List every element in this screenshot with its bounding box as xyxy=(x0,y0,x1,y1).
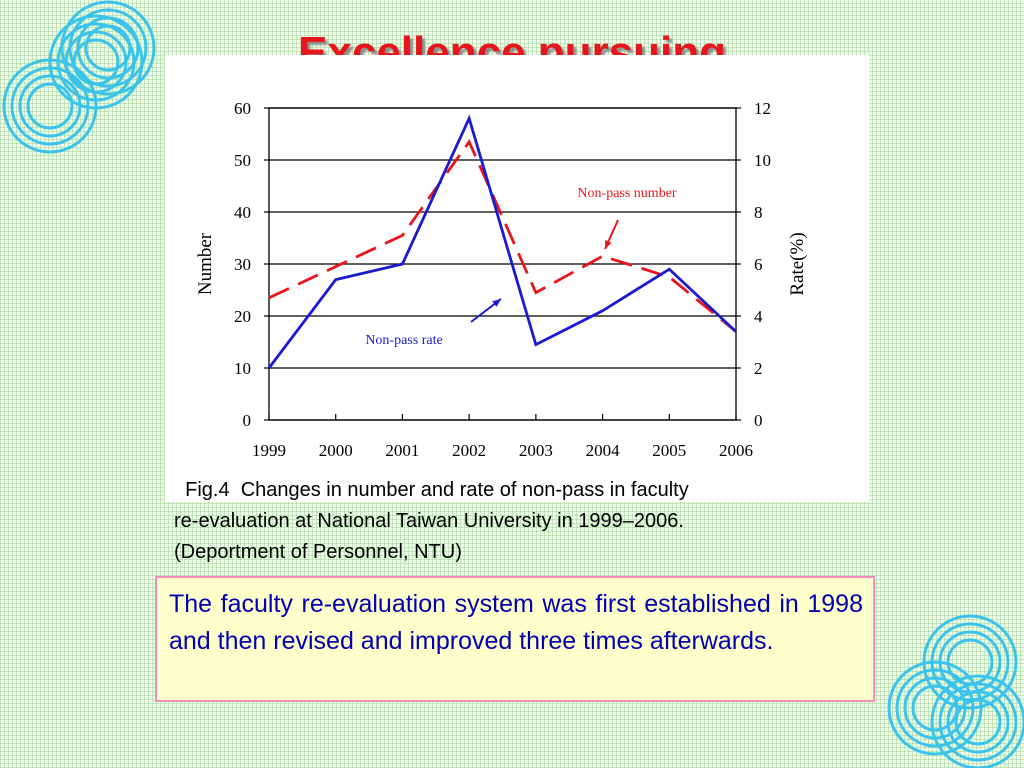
ring xyxy=(946,690,1010,754)
ring xyxy=(911,684,959,732)
x-tick-label: 2002 xyxy=(452,441,486,460)
y2-tick-label: 10 xyxy=(754,151,771,170)
chart-tick-labels: 0 10 20 30 40 50 60 0 2 4 6 8 10 12 1999 2000 2001 2002 20… xyxy=(195,99,808,460)
ring xyxy=(887,660,983,756)
ring xyxy=(56,22,136,102)
chart-panel: 0 10 20 30 40 50 60 0 2 4 6 8 10 12 1999 2000 2001 2002 20… xyxy=(165,55,869,502)
caption-line: (Deportment of Personnel, NTU) xyxy=(174,541,462,563)
y2-tick-label: 2 xyxy=(754,359,763,378)
x-tick-label: 1999 xyxy=(252,441,286,460)
annotation-arrow-head xyxy=(605,240,612,249)
concentric-rings-top-left-icon xyxy=(2,0,156,154)
x-tick-label: 2004 xyxy=(586,441,621,460)
y2-tick-label: 6 xyxy=(754,255,763,274)
ring xyxy=(48,14,144,110)
line-chart: 0 10 20 30 40 50 60 0 2 4 6 8 10 12 1999 2000 2001 2002 20… xyxy=(195,99,808,460)
y-axis-label: Number xyxy=(195,232,216,295)
caption-line: re-evaluation at National Taiwan Univers… xyxy=(174,510,684,532)
x-tick-label: 2006 xyxy=(719,441,753,460)
y-tick-label: 50 xyxy=(234,151,251,170)
y-tick-label: 20 xyxy=(234,307,251,326)
y-tick-label: 10 xyxy=(234,359,251,378)
ring xyxy=(895,668,975,748)
chart-annotations: Non-pass number Non-pass rate xyxy=(365,186,677,348)
body-text: The faculty re-evaluation system was fir… xyxy=(169,590,863,655)
non-pass-number-line xyxy=(268,138,737,333)
annotation-label: Non-pass number xyxy=(577,186,676,201)
body-text-box: The faculty re-evaluation system was fir… xyxy=(155,576,875,702)
y2-axis-label: Rate(%) xyxy=(787,232,808,295)
ring xyxy=(64,30,128,94)
non-pass-rate-line xyxy=(267,114,737,369)
ring xyxy=(72,38,120,86)
chart-series xyxy=(267,114,737,369)
ring xyxy=(954,698,1002,746)
y-tick-label: 0 xyxy=(243,411,252,430)
ring xyxy=(938,682,1018,762)
y2-tick-label: 4 xyxy=(754,307,763,326)
ring xyxy=(10,66,90,146)
y2-tick-label: 8 xyxy=(754,203,763,222)
annotation-label: Non-pass rate xyxy=(365,333,442,348)
y2-tick-label: 12 xyxy=(754,99,771,118)
caption-line: Fig.4 Changes in number and rate of non-… xyxy=(174,479,689,501)
plot-frame xyxy=(268,107,737,421)
y-tick-label: 30 xyxy=(234,255,251,274)
ring xyxy=(26,82,74,130)
x-tick-label: 2003 xyxy=(519,441,553,460)
y2-tick-label: 0 xyxy=(754,411,763,430)
x-tick-label: 2001 xyxy=(385,441,419,460)
x-tick-label: 2005 xyxy=(652,441,686,460)
y-tick-label: 40 xyxy=(234,203,251,222)
y-tick-label: 60 xyxy=(234,99,251,118)
concentric-rings-bottom-right-icon xyxy=(887,614,1024,768)
annotation-arrow-head xyxy=(492,299,501,307)
chart-axes xyxy=(264,107,741,421)
x-tick-label: 2000 xyxy=(319,441,353,460)
figure-caption: Fig.4 Changes in number and rate of non-… xyxy=(174,475,854,568)
ring xyxy=(930,674,1024,768)
